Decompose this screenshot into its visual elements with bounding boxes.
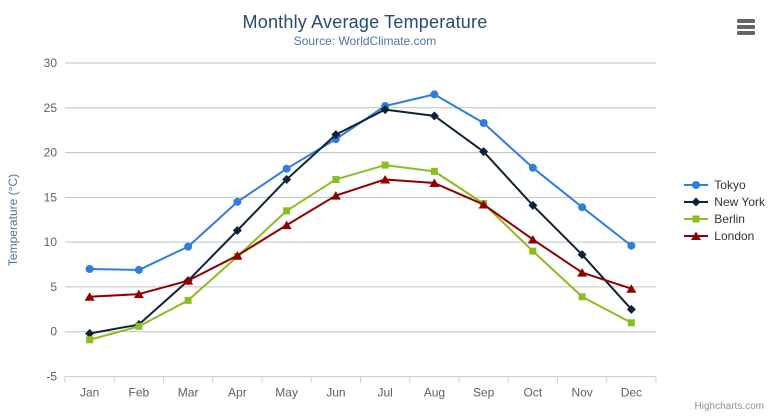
data-point-london[interactable] [429, 178, 440, 188]
x-tick-label: Jan [80, 386, 99, 400]
legend-item-london[interactable]: London [683, 227, 765, 244]
data-point-new-york[interactable] [479, 147, 489, 157]
data-point-tokyo[interactable] [578, 203, 587, 212]
data-point-berlin[interactable] [381, 161, 389, 169]
data-point-tokyo[interactable] [479, 119, 488, 128]
series-line-new-york [88, 108, 633, 335]
x-tick-label: Sep [473, 386, 495, 400]
series-line-london [88, 178, 633, 298]
legend-label: Berlin [714, 211, 745, 226]
y-tick-label: 0 [50, 325, 57, 339]
data-point-london[interactable] [527, 234, 538, 244]
data-point-new-york[interactable] [577, 250, 587, 260]
legend-marker-new-york [684, 197, 709, 206]
y-tick-label: 30 [44, 56, 58, 70]
data-point-berlin[interactable] [578, 293, 586, 301]
x-tick-label: Oct [524, 386, 543, 400]
data-point-berlin[interactable] [283, 207, 291, 215]
x-tick-label: Apr [228, 386, 247, 400]
data-point-berlin[interactable] [529, 247, 537, 255]
data-point-tokyo[interactable] [627, 241, 636, 250]
data-point-new-york[interactable] [85, 329, 95, 339]
data-point-london[interactable] [330, 191, 341, 200]
data-point-berlin[interactable] [86, 336, 94, 344]
data-point-tokyo[interactable] [282, 164, 291, 173]
legend-marker-berlin [684, 215, 709, 222]
diamond-marker-icon [691, 197, 701, 206]
data-point-tokyo[interactable] [528, 163, 537, 172]
data-point-new-york[interactable] [282, 174, 292, 184]
y-tick-label: 5 [50, 280, 57, 294]
x-tick-label: Mar [178, 386, 199, 400]
x-tick-label: Jul [377, 386, 392, 400]
data-point-new-york[interactable] [380, 105, 390, 115]
legend-label: London [714, 228, 755, 243]
legend-label: Tokyo [714, 177, 746, 192]
chart-title: Monthly Average Temperature [242, 12, 488, 32]
y-tick-label: 25 [44, 101, 58, 115]
x-tick-label: Feb [129, 386, 150, 400]
data-point-tokyo[interactable] [233, 197, 242, 206]
data-point-berlin[interactable] [627, 319, 635, 327]
x-tick-label: Nov [571, 386, 592, 400]
x-tick-label: Jun [326, 386, 345, 400]
circle-marker-icon [692, 180, 701, 189]
data-point-london[interactable] [183, 276, 194, 285]
data-point-berlin[interactable] [430, 167, 438, 175]
data-point-london[interactable] [133, 289, 144, 299]
series-line-tokyo [88, 93, 633, 271]
data-point-new-york[interactable] [429, 111, 439, 121]
legend-item-new-york[interactable]: New York [683, 193, 765, 210]
data-point-tokyo[interactable] [184, 242, 193, 251]
data-point-london[interactable] [84, 292, 95, 301]
data-point-london[interactable] [626, 284, 637, 293]
legend-item-tokyo[interactable]: Tokyo [683, 176, 765, 193]
y-tick-label: 15 [44, 190, 58, 204]
data-point-london[interactable] [380, 174, 391, 184]
legend: Tokyo New York Berlin London [683, 176, 765, 244]
x-tick-label: May [275, 386, 298, 400]
legend-label: New York [714, 194, 765, 209]
x-tick-label: Aug [424, 386, 445, 400]
y-tick-label: 10 [44, 235, 58, 249]
triangle-marker-icon [691, 231, 702, 240]
data-point-london[interactable] [281, 220, 292, 230]
chart-subtitle: Source: WorldClimate.com [293, 34, 437, 48]
y-tick-label: 20 [44, 146, 58, 160]
data-point-tokyo[interactable] [134, 265, 143, 274]
legend-marker-london [684, 231, 709, 240]
data-point-london[interactable] [232, 251, 243, 260]
data-point-berlin[interactable] [332, 175, 340, 183]
data-point-new-york[interactable] [331, 130, 341, 140]
data-point-berlin[interactable] [184, 296, 192, 304]
data-point-berlin[interactable] [135, 322, 143, 330]
data-point-new-york[interactable] [232, 225, 242, 235]
data-point-tokyo[interactable] [85, 265, 94, 274]
data-point-new-york[interactable] [528, 200, 538, 210]
y-tick-label: -5 [46, 370, 57, 384]
series-line-berlin [88, 164, 633, 341]
credits-link[interactable]: Highcharts.com [694, 401, 764, 412]
context-menu-button[interactable] [734, 16, 758, 38]
data-point-new-york[interactable] [626, 304, 636, 314]
square-marker-icon [692, 215, 700, 222]
data-point-london[interactable] [478, 200, 489, 209]
data-point-tokyo[interactable] [430, 90, 439, 99]
x-tick-label: Dec [621, 386, 642, 400]
data-point-london[interactable] [577, 268, 588, 277]
legend-item-berlin[interactable]: Berlin [683, 210, 765, 227]
legend-marker-tokyo [684, 180, 709, 189]
